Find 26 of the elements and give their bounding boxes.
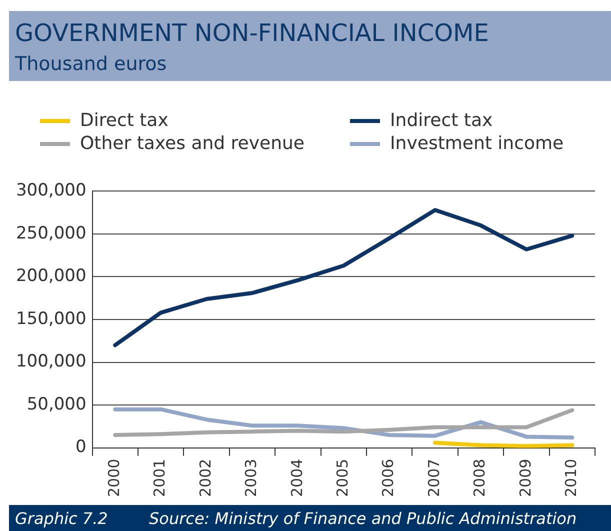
x-tick-label: 2009 bbox=[516, 458, 534, 498]
x-tick-label: 2000 bbox=[105, 458, 124, 498]
x-tick-label: 2003 bbox=[242, 458, 260, 498]
chart-subtitle: Thousand euros bbox=[15, 53, 167, 75]
legend-label: Investment income bbox=[390, 133, 564, 154]
x-tick-label: 2010 bbox=[562, 458, 580, 498]
legend-label: Direct tax bbox=[80, 110, 168, 131]
legend-label: Other taxes and revenue bbox=[80, 133, 304, 154]
text: Graphic 7.2 bbox=[15, 509, 108, 528]
source-note: Source: Ministry of Finance and Public Administration bbox=[149, 509, 577, 528]
x-tick-label: 2006 bbox=[379, 458, 398, 498]
y-tick-label: 150,000 bbox=[16, 308, 86, 329]
x-tick-label: 2002 bbox=[196, 458, 214, 498]
y-tick-label: 50,000 bbox=[26, 394, 86, 414]
x-tick-label: 2005 bbox=[334, 458, 352, 498]
legend-label: Indirect tax bbox=[390, 110, 493, 131]
x-tick-label: 2001 bbox=[150, 458, 169, 498]
y-tick-label: 300,000 bbox=[16, 180, 86, 201]
y-tick-label: 250,000 bbox=[16, 223, 86, 244]
chart-title: GOVERNMENT NON-FINANCIAL INCOME bbox=[15, 19, 489, 47]
x-tick-label: 2008 bbox=[470, 458, 489, 498]
y-tick-label: 100,000 bbox=[16, 352, 86, 372]
y-tick-label: 200,000 bbox=[16, 266, 86, 286]
x-tick-label: 2007 bbox=[424, 458, 443, 498]
y-tick-label: 0 bbox=[75, 437, 86, 458]
x-tick-label: 2004 bbox=[288, 458, 306, 498]
